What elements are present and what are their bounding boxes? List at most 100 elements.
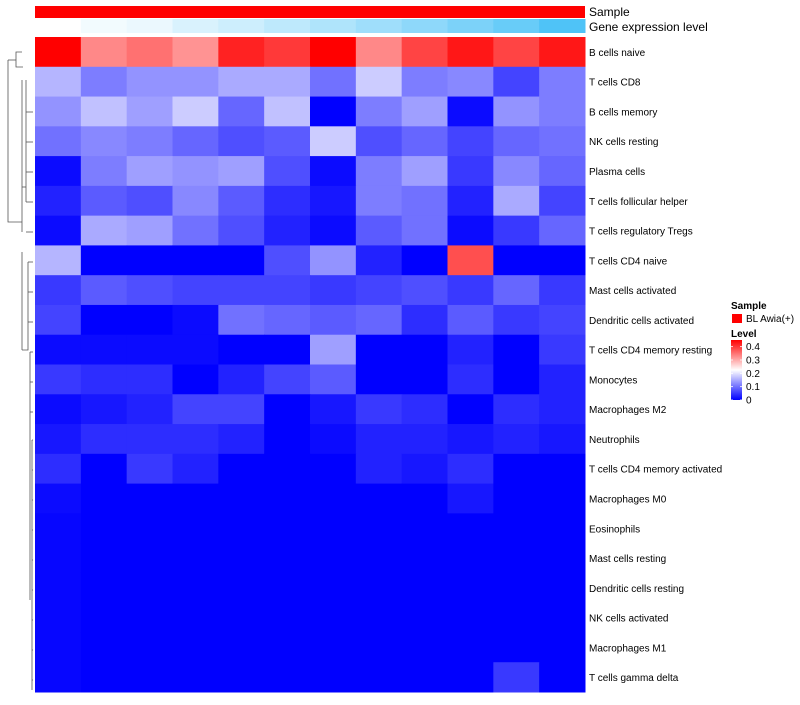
heatmap-cell bbox=[447, 37, 494, 68]
row-label: B cells memory bbox=[589, 107, 657, 118]
heatmap-cell bbox=[80, 126, 128, 157]
heatmap-cell bbox=[218, 215, 265, 246]
heatmap-cell bbox=[126, 215, 173, 246]
heatmap-cell bbox=[493, 334, 540, 365]
heatmap-cell bbox=[218, 275, 265, 306]
heatmap-cell bbox=[401, 543, 448, 574]
heatmap-cell bbox=[310, 364, 357, 395]
heatmap-cell bbox=[172, 37, 219, 68]
heatmap-cell bbox=[264, 66, 311, 98]
heatmap-cell bbox=[447, 156, 494, 187]
heatmap-cell bbox=[539, 632, 586, 663]
heatmap-cell bbox=[355, 662, 403, 693]
heatmap-cell bbox=[80, 96, 128, 127]
heatmap-cell bbox=[447, 304, 494, 336]
heatmap-cell bbox=[80, 572, 128, 604]
heatmap-cell bbox=[35, 304, 82, 336]
heatmap-cell bbox=[218, 37, 265, 68]
gene-expression-cell bbox=[35, 19, 82, 33]
heatmap-cell bbox=[355, 96, 403, 127]
heatmap-cell bbox=[447, 513, 494, 544]
heatmap-cell bbox=[310, 572, 357, 604]
heatmap-cell bbox=[80, 364, 128, 395]
heatmap-cell bbox=[172, 513, 219, 544]
heatmap-cell bbox=[310, 215, 357, 246]
heatmap-cell bbox=[539, 572, 586, 604]
gene-expression-cell bbox=[310, 19, 357, 33]
heatmap-cell bbox=[493, 632, 540, 663]
heatmap-cell bbox=[310, 66, 357, 98]
heatmap-cell bbox=[493, 126, 540, 157]
heatmap-cell bbox=[218, 662, 265, 693]
heatmap-cell bbox=[264, 245, 311, 276]
heatmap-cell bbox=[355, 364, 403, 395]
heatmap-cell bbox=[539, 66, 586, 98]
row-label: Macrophages M2 bbox=[589, 405, 667, 416]
heatmap-cell bbox=[310, 96, 357, 127]
heatmap-cell bbox=[310, 185, 357, 217]
heatmap-cell bbox=[172, 304, 219, 336]
heatmap-cell bbox=[539, 96, 586, 127]
heatmap-cell bbox=[310, 304, 357, 336]
heatmap-cell bbox=[35, 483, 82, 514]
heatmap-cell bbox=[264, 275, 311, 306]
heatmap-cell bbox=[447, 334, 494, 365]
legend-level-title: Level bbox=[731, 329, 757, 340]
heatmap-cell bbox=[35, 275, 82, 306]
heatmap-cell bbox=[80, 513, 128, 544]
heatmap-cell bbox=[539, 37, 586, 68]
heatmap-cell bbox=[355, 424, 403, 455]
heatmap-cell bbox=[355, 394, 403, 425]
heatmap-cell bbox=[218, 632, 265, 663]
heatmap-cell bbox=[310, 334, 357, 365]
heatmap-cell bbox=[80, 185, 128, 217]
row-label: Macrophages M0 bbox=[589, 494, 667, 505]
heatmap-cell bbox=[80, 275, 128, 306]
heatmap-cell bbox=[264, 543, 311, 574]
heatmap-cell bbox=[35, 602, 82, 633]
heatmap-cell bbox=[218, 602, 265, 633]
heatmap-cell bbox=[493, 662, 540, 693]
row-label: T cells gamma delta bbox=[589, 673, 679, 684]
heatmap-cell bbox=[264, 513, 311, 544]
row-label: Neutrophils bbox=[589, 435, 640, 446]
heatmap-cell bbox=[493, 394, 540, 425]
heatmap-cell bbox=[172, 156, 219, 187]
heatmap-cell bbox=[80, 37, 128, 68]
heatmap-cell bbox=[539, 453, 586, 485]
heatmap-cell bbox=[355, 275, 403, 306]
heatmap-cell bbox=[126, 394, 173, 425]
heatmap-cell bbox=[401, 156, 448, 187]
heatmap-cell bbox=[172, 334, 219, 365]
heatmap-cell bbox=[539, 185, 586, 217]
heatmap-cell bbox=[539, 245, 586, 276]
heatmap-cell bbox=[355, 334, 403, 365]
heatmap-cell bbox=[172, 96, 219, 127]
heatmap-cell bbox=[401, 275, 448, 306]
heatmap-cell bbox=[264, 483, 311, 514]
heatmap-cell bbox=[264, 215, 311, 246]
heatmap-cell bbox=[80, 543, 128, 574]
heatmap-cell bbox=[447, 543, 494, 574]
heatmap-cell bbox=[264, 602, 311, 633]
heatmap-cell bbox=[35, 632, 82, 663]
heatmap-cell bbox=[35, 662, 82, 693]
heatmap-cell bbox=[355, 215, 403, 246]
gene-expression-cell bbox=[218, 19, 265, 33]
heatmap-cell bbox=[218, 513, 265, 544]
heatmap-cell bbox=[539, 513, 586, 544]
heatmap-cell bbox=[35, 572, 82, 604]
heatmap-cell bbox=[80, 453, 128, 485]
heatmap-cell bbox=[126, 334, 173, 365]
heatmap-cell bbox=[218, 126, 265, 157]
heatmap-cell bbox=[35, 424, 82, 455]
heatmap-cell bbox=[126, 632, 173, 663]
gene-expression-annotation-bar bbox=[35, 19, 586, 33]
legend-sample-title: Sample bbox=[731, 301, 767, 312]
heatmap-cell bbox=[447, 394, 494, 425]
heatmap-cell bbox=[264, 394, 311, 425]
heatmap-cell bbox=[539, 334, 586, 365]
heatmap-cell bbox=[80, 245, 128, 276]
heatmap-cell bbox=[493, 185, 540, 217]
heatmap-cell bbox=[493, 364, 540, 395]
